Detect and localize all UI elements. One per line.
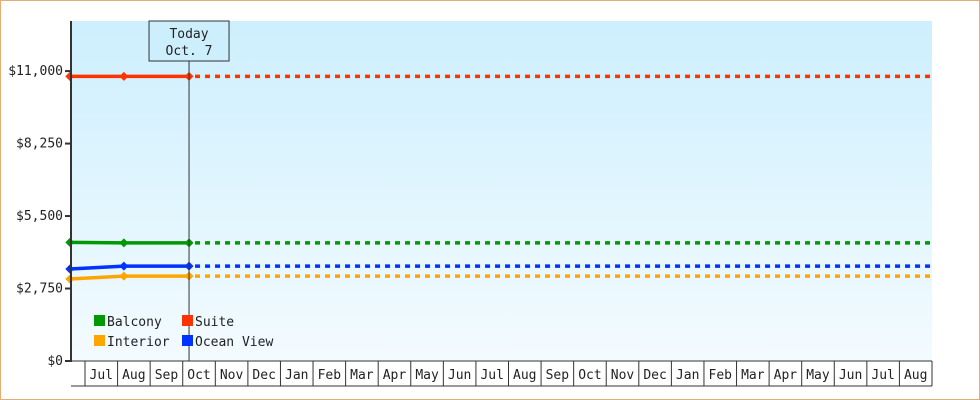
y-tick-label: $5,500 (16, 209, 63, 224)
x-tick-label: Aug (513, 368, 536, 383)
data-point (65, 71, 75, 81)
y-tick-label: $11,000 (8, 64, 63, 79)
x-tick-label: Dec (643, 368, 666, 383)
y-tick-label: $0 (47, 354, 63, 369)
x-tick-label: May (806, 368, 830, 383)
data-point (65, 264, 75, 274)
legend-label: Ocean View (195, 335, 273, 350)
x-tick-label: Feb (318, 368, 342, 383)
x-tick-label: Mar (741, 368, 765, 383)
y-tick-label: $8,250 (16, 137, 63, 152)
today-date: Oct. 7 (166, 44, 213, 59)
legend-swatch (94, 315, 105, 326)
x-tick-label: Apr (774, 368, 798, 383)
data-point (65, 274, 75, 284)
x-tick-label: Jul (90, 368, 113, 383)
x-tick-label: Jun (839, 368, 862, 383)
x-tick-label: Mar (350, 368, 374, 383)
x-tick-label: Feb (709, 368, 733, 383)
legend-swatch (182, 315, 193, 326)
x-tick-label: Apr (383, 368, 407, 383)
x-tick-label: Oct (578, 368, 601, 383)
x-tick-label: Aug (904, 368, 927, 383)
data-point (119, 271, 129, 281)
plot-area (71, 21, 932, 361)
today-label: Today (169, 27, 208, 42)
x-tick-label: Sep (546, 368, 570, 383)
data-point (119, 261, 129, 271)
x-tick-label: Jul (871, 368, 894, 383)
x-tick-label: Nov (220, 368, 244, 383)
x-tick-label: Sep (155, 368, 179, 383)
x-tick-label: Jul (480, 368, 503, 383)
x-tick-label: Nov (611, 368, 635, 383)
series-line-balcony (69, 240, 190, 245)
legend-label: Suite (195, 315, 234, 330)
x-tick-label: Aug (122, 368, 145, 383)
today-box (148, 20, 230, 62)
y-tick-label: $2,750 (16, 282, 63, 297)
x-tick-label: Jun (448, 368, 471, 383)
x-tick-label: Dec (252, 368, 275, 383)
data-point (119, 238, 129, 248)
x-tick-label: Jan (676, 368, 699, 383)
legend-label: Balcony (107, 315, 162, 330)
x-tick-label: Oct (187, 368, 210, 383)
x-tick-label: May (415, 368, 439, 383)
legend-swatch (182, 335, 193, 346)
legend-label: Interior (107, 335, 170, 350)
data-point (119, 71, 129, 81)
data-point (65, 237, 75, 247)
legend-swatch (94, 335, 105, 346)
x-tick-label: Jan (285, 368, 308, 383)
